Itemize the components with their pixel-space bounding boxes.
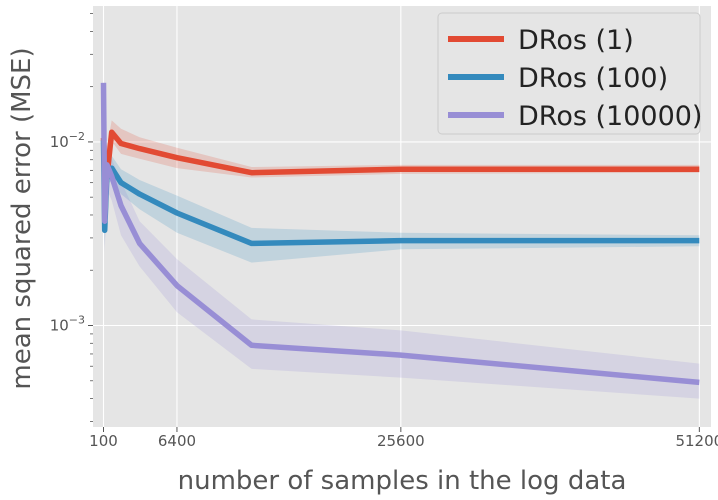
y-tick-label: 10−2	[50, 130, 85, 151]
series-lines	[100, 82, 700, 386]
legend-label-0: DRos (1)	[518, 25, 634, 56]
x-tick-label: 6400	[158, 432, 196, 450]
axis-ticks: 100 6400 25600 51200 10−3 10−2	[50, 13, 718, 450]
confidence-bands	[103, 72, 700, 399]
band-series-0	[103, 120, 700, 195]
band-series-2	[103, 72, 700, 399]
x-tick-label: 51200	[675, 432, 718, 450]
x-axis-label: number of samples in the log data	[178, 466, 627, 496]
legend-label-2: DRos (10000)	[518, 101, 702, 132]
x-tick-label: 25600	[377, 432, 425, 450]
line-series-2	[100, 82, 700, 386]
legend-box	[437, 12, 701, 135]
legend: DRos (1) DRos (100) DRos (10000)	[437, 12, 702, 135]
x-tick-label: 100	[89, 432, 118, 450]
y-tick-label: 10−3	[50, 314, 85, 335]
legend-label-1: DRos (100)	[518, 63, 668, 94]
y-axis-label: mean squared error (MSE)	[7, 47, 37, 389]
band-series-1	[103, 130, 700, 263]
